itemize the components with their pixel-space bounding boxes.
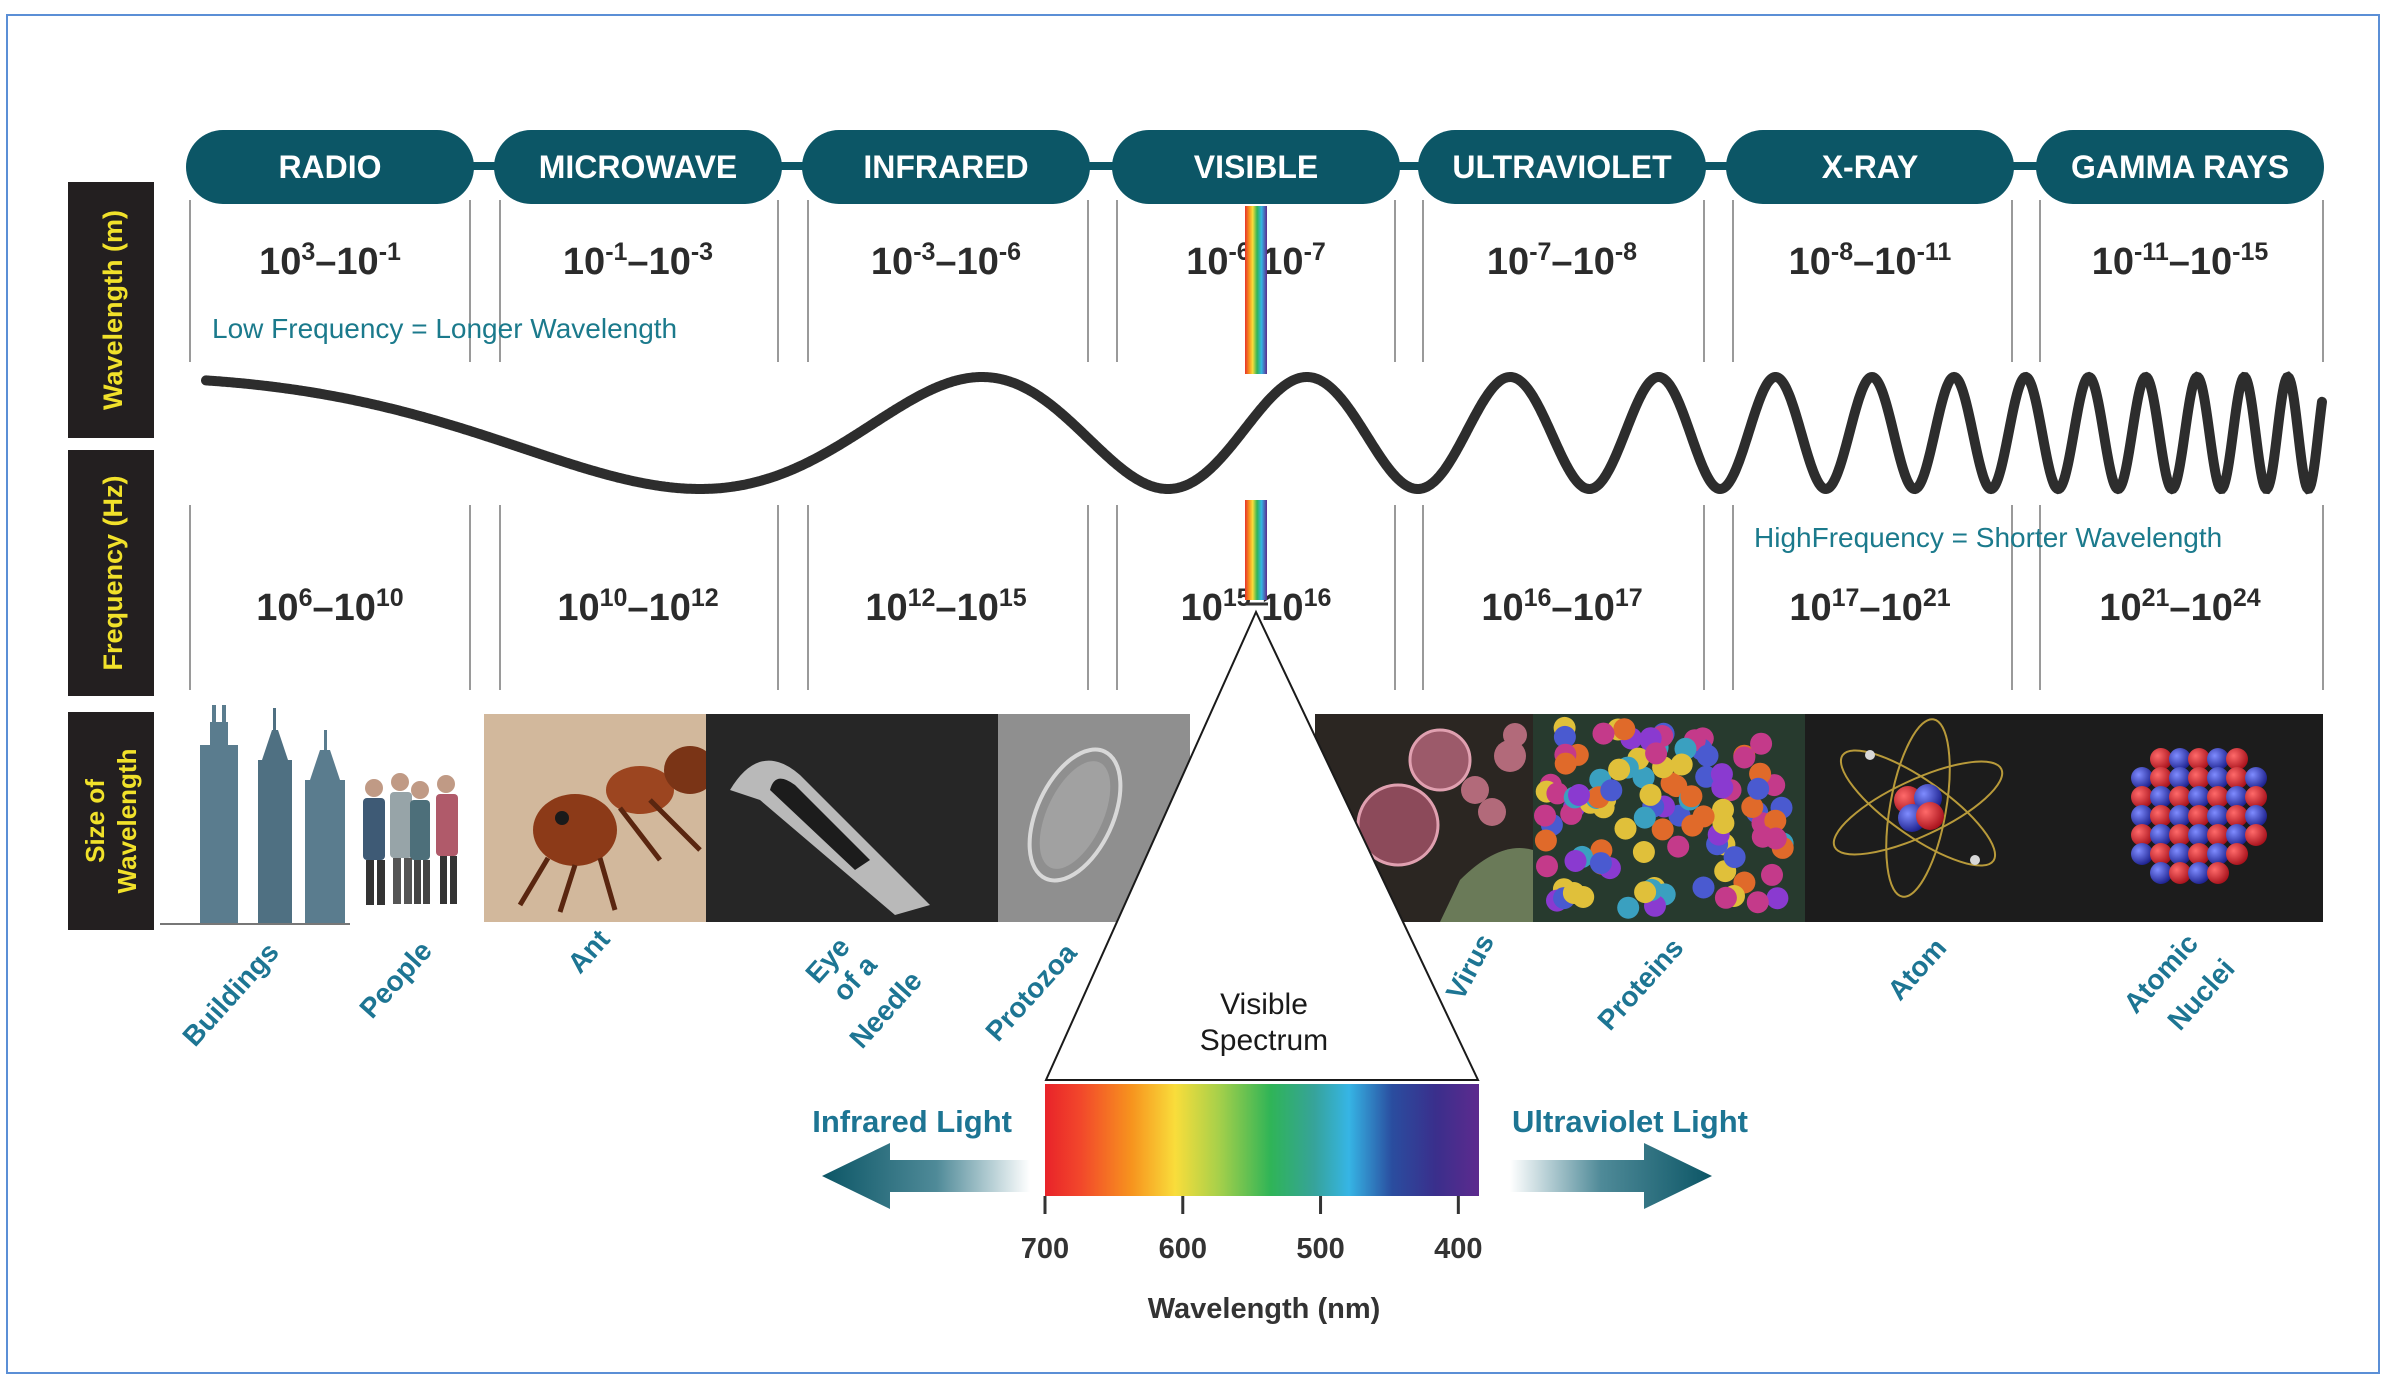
wavelength-range-3: 10-6 10-7: [1186, 238, 1326, 283]
spectrum-tick-label-3: 400: [1434, 1233, 1482, 1265]
atom-image: [1805, 714, 2021, 922]
wavelength-range-0: 103–10-1: [259, 238, 401, 283]
wavelength-range-2: 10-3–10-6: [871, 238, 1021, 283]
ultraviolet-light-label: Ultraviolet Light: [1512, 1104, 1748, 1139]
label-atom: Atom: [1881, 932, 1952, 1006]
band-pill-2: [802, 130, 1090, 204]
row-label-size-line1: Size of: [80, 779, 110, 863]
visible-spectrum-title-1: Visible: [1220, 988, 1308, 1021]
ultraviolet-arrow: [1510, 1143, 1712, 1209]
wavelength-values-row: 103–10-1 10-1–10-3 10-3–10-6 10-6 10-7 10-7–…: [259, 238, 2268, 283]
band-pill-4: [1418, 130, 1706, 204]
spectrum-tick-label-0: 700: [1021, 1233, 1069, 1265]
row-label-size: Size of Wavelength: [68, 712, 154, 930]
row-label-frequency-text: Frequency (Hz): [98, 475, 128, 670]
label-proteins: Proteins: [1591, 932, 1689, 1036]
band-pill-6: [2036, 130, 2324, 204]
infrared-light-label: Infrared Light: [812, 1104, 1012, 1139]
buildings-image: [160, 705, 350, 925]
band-name-0: RADIO: [278, 149, 381, 185]
em-wave: [201, 371, 2327, 495]
frequency-range-0: 106–1010: [256, 584, 403, 629]
visible-spectrum-callout: Visible Spectrum Infrared Light Ultravio…: [812, 609, 1748, 1325]
label-ant: Ant: [561, 924, 615, 979]
wavelength-range-6: 10-11–10-15: [2092, 238, 2269, 283]
spectrum-tick-label-2: 500: [1296, 1233, 1344, 1265]
row-label-wavelength-text: Wavelength (m): [98, 210, 128, 410]
ant-image: [484, 714, 716, 922]
band-name-1: MICROWAVE: [539, 149, 738, 185]
wavelength-range-5: 10-8–10-11: [1789, 238, 1952, 283]
spectrum-axis-label: Wavelength (nm): [1148, 1293, 1381, 1325]
row-label-size-line2: Wavelength: [112, 749, 142, 894]
band-pill-3: [1112, 130, 1400, 204]
proteins-image: [1533, 714, 1805, 922]
row-label-frequency: Frequency (Hz): [68, 450, 154, 696]
band-pill-5: [1726, 130, 2014, 204]
spectrum-axis: 700 600 500 400: [1021, 1196, 1483, 1265]
people-image: [355, 712, 470, 924]
diagram-frame: [6, 14, 2380, 1374]
high-frequency-annotation: HighFrequency = Shorter Wavelength: [1754, 522, 2222, 553]
label-buildings: Buildings: [176, 936, 284, 1052]
band-name-6: GAMMA RAYS: [2071, 149, 2289, 185]
wavelength-range-4: 10-7–10-8: [1487, 238, 1637, 283]
row-label-wavelength: Wavelength (m): [68, 182, 154, 438]
band-name-4: ULTRAVIOLET: [1452, 149, 1672, 185]
label-virus: Virus: [1440, 929, 1500, 1005]
spectrum-tick-label-1: 600: [1159, 1233, 1207, 1265]
frequency-values-row: 106–1010 1010–1012 1012–1015 1015 1016 1016–…: [256, 584, 2260, 629]
band-header-row: RADIO MICROWAVE INFRARED VISIBLE ULTRAVIOLET…: [186, 130, 2324, 204]
column-dividers: [189, 200, 2324, 690]
frequency-range-4: 1016–1017: [1481, 584, 1642, 629]
frequency-range-1: 1010–1012: [557, 584, 718, 629]
label-people: People: [353, 935, 437, 1024]
infrared-arrow: [822, 1143, 1030, 1209]
band-name-2: INFRARED: [863, 149, 1028, 185]
band-name-3: VISIBLE: [1194, 149, 1318, 185]
low-frequency-annotation: Low Frequency = Longer Wavelength: [212, 313, 677, 344]
band-pill-0: [186, 130, 474, 204]
frequency-range-6: 1021–1024: [2099, 584, 2260, 629]
wavelength-range-1: 10-1–10-3: [563, 238, 713, 283]
visible-spectrum-title-2: Spectrum: [1200, 1024, 1328, 1057]
frequency-range-5: 1017–1021: [1789, 584, 1950, 629]
visible-spectrum-bar: [1045, 1084, 1479, 1196]
band-name-5: X-RAY: [1822, 149, 1919, 185]
frequency-range-2: 1012–1015: [865, 584, 1026, 629]
visible-stripe-bottom: [1245, 500, 1267, 600]
needle-image: [706, 714, 998, 922]
visible-stripe-top: [1245, 206, 1267, 374]
band-pill-1: [494, 130, 782, 204]
nuclei-image: [2021, 714, 2323, 922]
